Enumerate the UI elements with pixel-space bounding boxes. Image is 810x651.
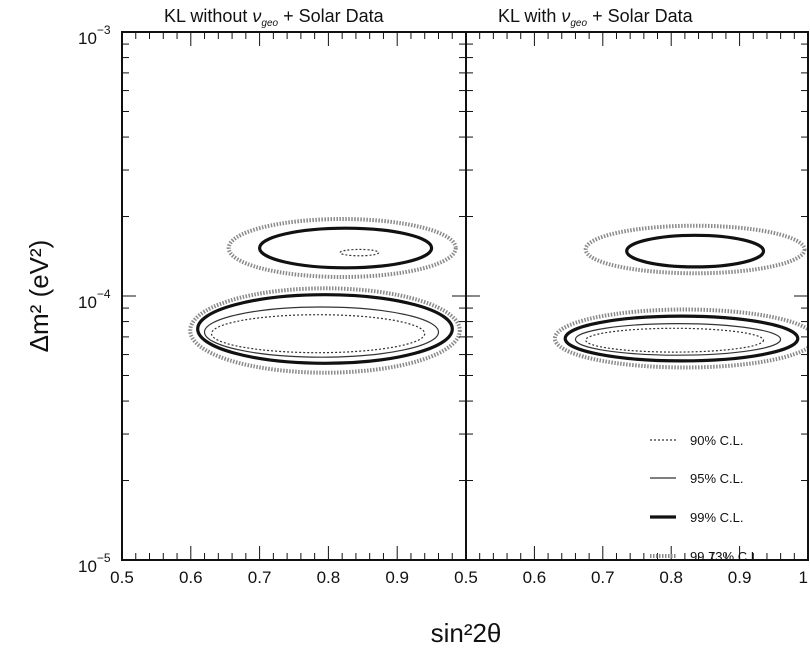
panel-2-contours <box>552 223 808 370</box>
x-tick-label: 0.7 <box>591 568 615 587</box>
x-tick-label: 0.6 <box>523 568 547 587</box>
contour-90-cl <box>210 314 426 354</box>
contour-9973-cl <box>552 307 808 370</box>
x-axis-title: sin²2θ <box>431 618 502 648</box>
contour-9973-cl <box>188 286 462 375</box>
x-tick-label: 0.5 <box>454 568 478 587</box>
x-tick-label: 0.6 <box>179 568 203 587</box>
legend-label-9973: 99.73% C.L. <box>690 549 762 564</box>
contour-90-cl <box>585 327 765 353</box>
x-tick-label: 1 <box>799 568 808 587</box>
contour-99-cl <box>258 226 434 270</box>
legend-label-99: 99% C.L. <box>690 510 743 525</box>
y-tick-label: 10−4 <box>78 287 111 312</box>
legend-label-95: 95% C.L. <box>690 471 743 486</box>
x-tick-label: 0.5 <box>110 568 134 587</box>
contour-90-cl <box>339 248 380 257</box>
y-tick-label: 10−3 <box>78 23 111 48</box>
legend: 90% C.L. 95% C.L. 99% C.L. 99.73% C.L. <box>650 433 762 564</box>
y-axis-title: Δm² (eV²) <box>24 240 54 353</box>
x-tick-labels: 0.5 0.6 0.7 0.8 0.9 0.5 0.6 0.7 0.8 0.9 1 <box>110 568 808 587</box>
x-tick-label: 0.7 <box>248 568 272 587</box>
contour-9973-cl <box>226 217 458 279</box>
contour-layer <box>188 217 808 375</box>
contour-99-cl <box>625 233 766 269</box>
panel-1-contours <box>188 217 462 375</box>
tick-marks <box>121 31 809 561</box>
contour-95-cl <box>203 306 440 358</box>
x-tick-label: 0.9 <box>385 568 409 587</box>
x-tick-label: 0.8 <box>659 568 683 587</box>
right-panel-title: KL with νgeo + Solar Data <box>498 6 694 29</box>
left-panel-title: KL without νgeo + Solar Data <box>164 6 385 29</box>
contour-95-cl <box>574 323 782 356</box>
contour-99-cl <box>563 314 800 363</box>
right-panel-frame <box>465 31 809 561</box>
legend-label-90: 90% C.L. <box>690 433 743 448</box>
contour-99-cl <box>196 293 454 365</box>
x-tick-label: 0.9 <box>728 568 752 587</box>
contour-9973-cl <box>583 223 807 276</box>
y-tick-label: 10−5 <box>78 551 111 576</box>
x-tick-label: 0.8 <box>317 568 341 587</box>
